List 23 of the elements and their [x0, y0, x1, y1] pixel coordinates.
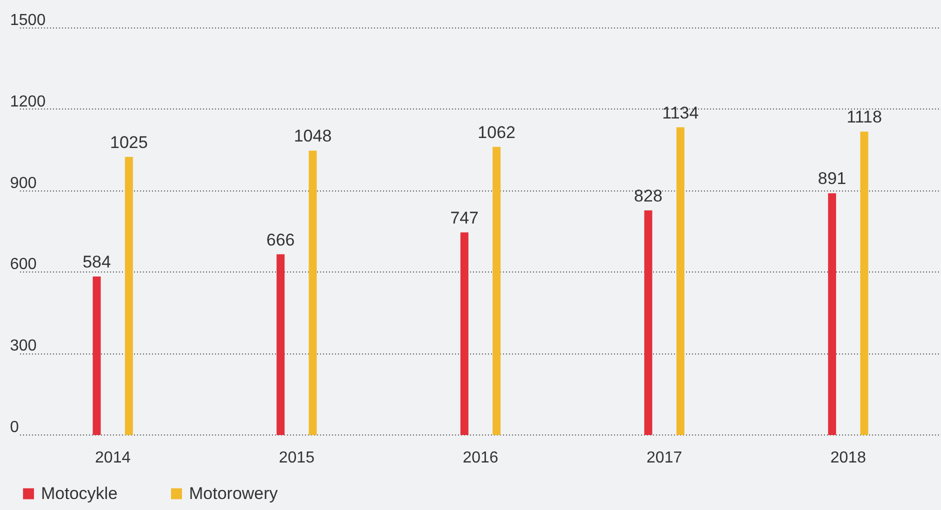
x-tick-label: 2016: [462, 450, 498, 466]
data-label: 1048: [294, 126, 332, 146]
y-tick-label: 1500: [10, 12, 46, 29]
legend-label: Motorowery: [189, 484, 278, 503]
data-label: 1134: [662, 103, 699, 122]
data-label: 666: [266, 230, 295, 250]
data-label: 747: [450, 208, 479, 228]
x-tick-label: 2014: [95, 450, 131, 466]
x-tick-label: 2017: [646, 450, 682, 466]
x-tick-label: 2015: [278, 450, 315, 466]
data-label: 828: [634, 186, 662, 206]
data-label: 584: [82, 252, 111, 272]
data-label: 1118: [846, 108, 882, 127]
data-label: 1062: [478, 122, 516, 142]
data-label: 891: [818, 169, 846, 188]
y-tick-label: 1200: [10, 93, 46, 110]
x-tick-label: 2018: [830, 450, 866, 466]
data-label: 1025: [110, 132, 148, 152]
y-tick-label: 600: [10, 256, 37, 274]
y-tick-label: 300: [10, 338, 37, 355]
y-tick-label: 900: [10, 174, 37, 192]
legend-label: Motocykle: [41, 484, 118, 503]
y-tick-label: 0: [10, 419, 19, 436]
